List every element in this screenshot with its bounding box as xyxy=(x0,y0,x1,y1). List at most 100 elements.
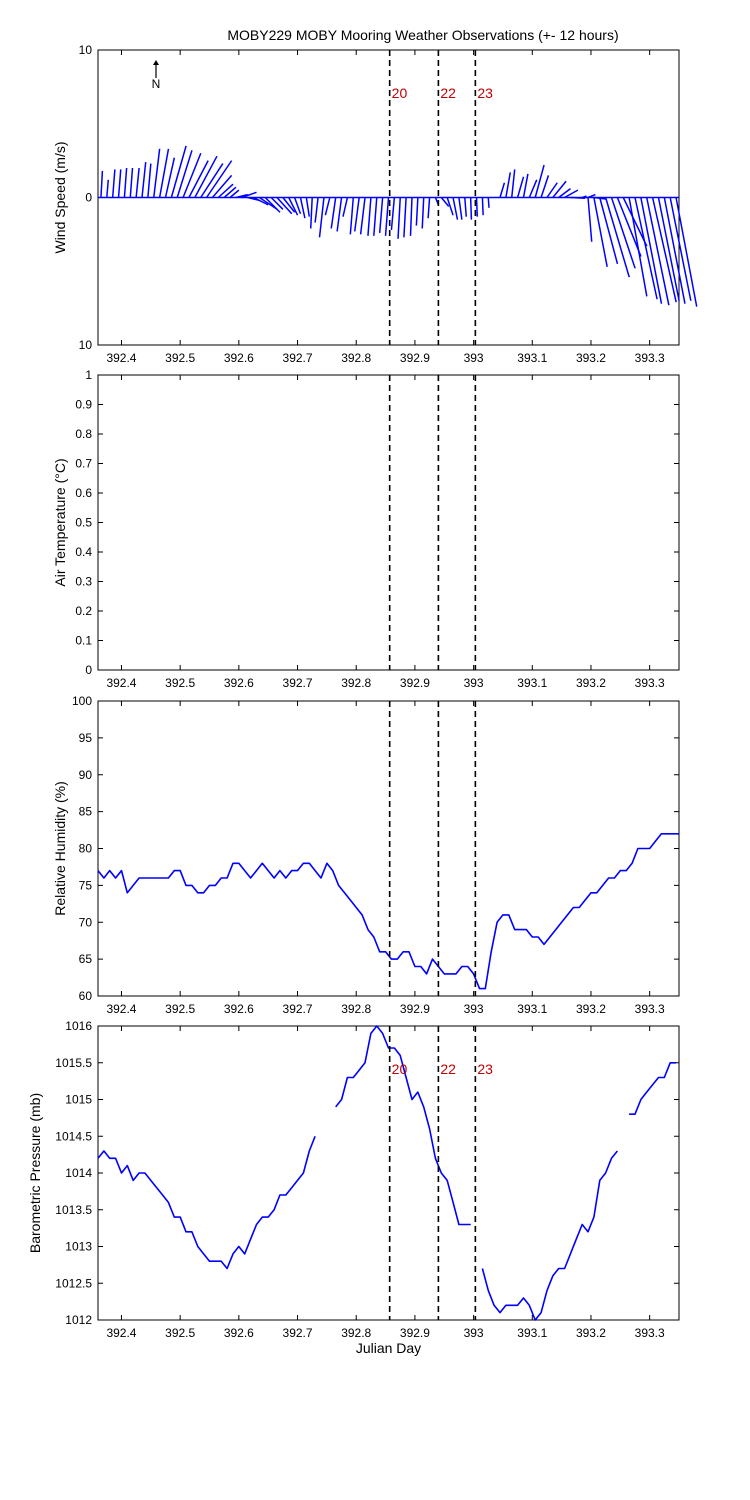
wind-vector xyxy=(540,175,550,198)
x-tick-label: 393 xyxy=(464,1326,484,1340)
wind-vector xyxy=(415,197,419,226)
wind-vector xyxy=(342,197,349,217)
wind-vector xyxy=(599,197,619,265)
x-tick-label: 393.2 xyxy=(576,1002,606,1016)
wind-vector xyxy=(211,174,233,198)
wind-vector xyxy=(440,197,450,207)
y-tick-label: 1016 xyxy=(65,1019,92,1033)
event-marker-label: 22 xyxy=(440,1061,456,1077)
wind-vector xyxy=(616,197,642,257)
y-tick-label: 0.3 xyxy=(75,575,92,589)
wind-vector xyxy=(229,189,240,199)
wind-vector xyxy=(123,167,128,198)
wind-vector xyxy=(481,197,484,216)
wind-vector xyxy=(164,157,176,198)
x-tick-label: 392.8 xyxy=(341,1326,371,1340)
wind-vector xyxy=(182,152,202,198)
wind-vector xyxy=(176,150,193,198)
wind-vector xyxy=(622,197,648,247)
wind-vector xyxy=(546,182,558,198)
x-tick-label: 393 xyxy=(464,1002,484,1016)
wind-vector xyxy=(458,197,463,220)
x-tick-label: 392.5 xyxy=(165,1002,195,1016)
wind-vector xyxy=(299,197,306,219)
x-tick-label: 392.9 xyxy=(400,351,430,365)
y-tick-label: 90 xyxy=(79,768,93,782)
wind-vector xyxy=(510,169,516,198)
y-tick-label: 0.4 xyxy=(75,545,92,559)
chart-title: MOBY229 MOBY Mooring Weather Observation… xyxy=(227,27,618,43)
wind-vector xyxy=(593,197,608,267)
x-tick-label: 392.7 xyxy=(283,351,313,365)
x-tick-label: 393.3 xyxy=(635,676,665,690)
wind-vector xyxy=(336,197,343,232)
wind-vector xyxy=(452,197,459,220)
wind-vector xyxy=(129,167,134,198)
x-tick-label: 392.9 xyxy=(400,676,430,690)
wind-vector xyxy=(353,197,360,232)
north-label: N xyxy=(152,77,161,91)
axes-box xyxy=(97,1025,680,1321)
y-axis-label: Barometric Pressure (mb) xyxy=(27,1093,43,1253)
data-line-segment xyxy=(481,1150,619,1321)
wind-vector xyxy=(628,197,648,297)
air-temperature-panel: 392.4 392.5 392.6 392.7 392.8 392.9 393 393.1 39… xyxy=(52,368,680,690)
data-line-segment xyxy=(97,832,679,990)
wind-vector xyxy=(552,180,567,198)
wind-vector xyxy=(293,197,302,214)
x-tick-label: 392.6 xyxy=(224,676,254,690)
y-tick-label: 0.8 xyxy=(75,427,92,441)
wind-vector xyxy=(604,197,630,278)
wind-vector xyxy=(170,145,187,198)
wind-vector xyxy=(309,197,313,229)
y-tick-label: 65 xyxy=(79,952,93,966)
y-tick-label: 0.9 xyxy=(75,398,92,412)
x-axis-label: Julian Day xyxy=(356,1340,421,1356)
wind-vector xyxy=(675,197,698,307)
x-tick-label: 393.2 xyxy=(576,1326,606,1340)
wind-vector xyxy=(270,196,284,210)
x-tick-label: 393.1 xyxy=(517,351,547,365)
wind-vector xyxy=(558,188,571,199)
wind-vector xyxy=(499,182,506,198)
wind-vector xyxy=(634,197,658,300)
wind-vector xyxy=(324,197,331,216)
y-tick-label: 80 xyxy=(79,842,93,856)
axes-box xyxy=(97,374,680,671)
wind-vector xyxy=(367,197,372,236)
wind-vector xyxy=(349,197,355,235)
y-tick-label: 1014.5 xyxy=(55,1129,92,1143)
wind-vector xyxy=(282,197,296,213)
wind-speed-panel: 392.4 392.5 392.6 392.7 392.8 392.9 393 393.1 39… xyxy=(52,43,698,365)
wind-vector xyxy=(581,195,587,199)
relative-humidity-panel: 392.4 392.5 392.6 392.7 392.8 392.9 393 393.1 39… xyxy=(52,694,680,1016)
y-tick-label: 1013 xyxy=(65,1240,92,1254)
y-tick-label: 1013.5 xyxy=(55,1203,92,1217)
y-tick-label: 85 xyxy=(79,805,93,819)
x-tick-label: 392.5 xyxy=(165,1326,195,1340)
wind-vector xyxy=(528,179,538,198)
wind-vector xyxy=(663,197,686,304)
wind-vector xyxy=(373,197,378,236)
y-axis-label: Wind Speed (m/s) xyxy=(52,141,68,253)
y-tick-label: 10 xyxy=(79,338,93,352)
y-tick-label: 60 xyxy=(79,989,93,1003)
y-tick-label: 75 xyxy=(79,878,93,892)
wind-vector xyxy=(587,193,596,199)
wind-vector xyxy=(446,197,454,216)
wind-vector xyxy=(522,173,529,198)
event-marker-label: 23 xyxy=(477,1061,493,1077)
y-tick-label: 0 xyxy=(85,191,92,205)
wind-vector xyxy=(516,176,525,198)
wind-vector xyxy=(570,196,586,199)
wind-vector xyxy=(305,197,311,217)
wind-vector xyxy=(147,163,152,198)
x-tick-label: 392.4 xyxy=(106,1002,136,1016)
x-tick-label: 393.2 xyxy=(576,676,606,690)
y-tick-label: 0 xyxy=(85,663,92,677)
data-line-segment xyxy=(97,1136,316,1270)
x-tick-label: 392.7 xyxy=(283,1002,313,1016)
event-marker-label: 20 xyxy=(392,85,408,101)
y-tick-label: 95 xyxy=(79,731,93,745)
wind-vector xyxy=(427,197,431,219)
